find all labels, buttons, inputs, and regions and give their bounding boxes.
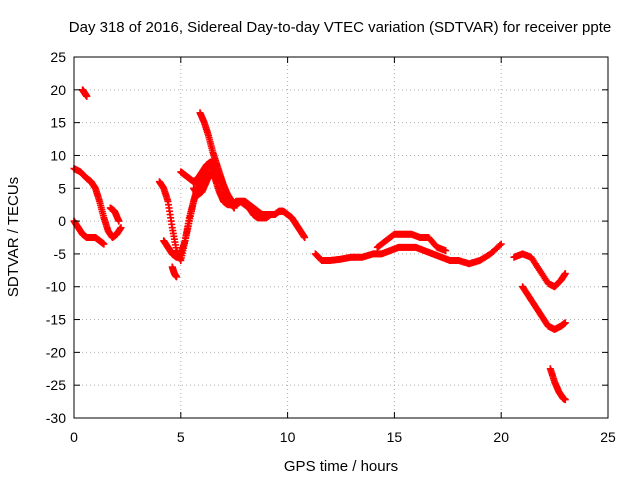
- plot-frame: [73, 56, 609, 419]
- data-point: [173, 273, 181, 281]
- series-seg-d: [106, 204, 123, 225]
- data-point: [497, 240, 505, 248]
- ticks: 0 5 10 15 20 25 -30 -25 -20 -15 -10 -5 0 5 10 15 20 25: [46, 49, 616, 445]
- data-point: [115, 217, 123, 225]
- series-seg-n: [519, 283, 569, 333]
- grid: [74, 57, 608, 418]
- chart-title: Day 318 of 2016, Sidereal Day-to-day VTE…: [69, 19, 611, 36]
- series-seg-k: [311, 240, 505, 268]
- x-tick-label: 25: [600, 429, 616, 445]
- y-tick-label: -5: [54, 246, 67, 262]
- y-tick-label: -15: [46, 312, 66, 328]
- series-seg-o: [546, 365, 569, 404]
- data-point: [561, 270, 569, 278]
- data-point: [561, 396, 569, 404]
- data-point: [117, 224, 125, 232]
- x-tick-label: 15: [387, 429, 403, 445]
- x-tick-label: 0: [70, 429, 78, 445]
- data-point: [301, 234, 309, 241]
- y-tick-label: -25: [46, 377, 66, 393]
- data-point: [100, 240, 108, 248]
- y-tick-label: 25: [50, 49, 66, 65]
- data-point: [271, 211, 279, 219]
- y-tick-label: 0: [58, 213, 66, 229]
- series-seg-j: [196, 109, 238, 212]
- y-axis-label: SDTVAR / TECUs: [5, 177, 22, 297]
- x-tick-label: 20: [493, 429, 509, 445]
- series-seg-m: [510, 250, 569, 291]
- x-tick-label: 10: [280, 429, 296, 445]
- series-layer: [70, 86, 569, 404]
- series-seg-c: [70, 217, 108, 248]
- x-tick-label: 5: [177, 429, 185, 445]
- series-seg-b: [70, 165, 125, 241]
- y-tick-label: -30: [46, 410, 66, 426]
- data-point: [496, 241, 504, 249]
- y-tick-label: 10: [50, 147, 66, 163]
- data-point: [83, 92, 91, 100]
- y-tick-label: 15: [50, 115, 66, 131]
- series-seg-a: [79, 86, 91, 100]
- series-seg-g: [168, 263, 181, 281]
- y-tick-label: -10: [46, 279, 66, 295]
- x-axis-label: GPS time / hours: [284, 458, 398, 475]
- data-point: [561, 319, 569, 327]
- series-seg-l: [373, 230, 450, 255]
- y-tick-label: 20: [50, 82, 66, 98]
- y-tick-label: 5: [58, 180, 66, 196]
- data-point: [230, 204, 238, 212]
- data-point: [442, 247, 450, 255]
- y-tick-label: -20: [46, 344, 66, 360]
